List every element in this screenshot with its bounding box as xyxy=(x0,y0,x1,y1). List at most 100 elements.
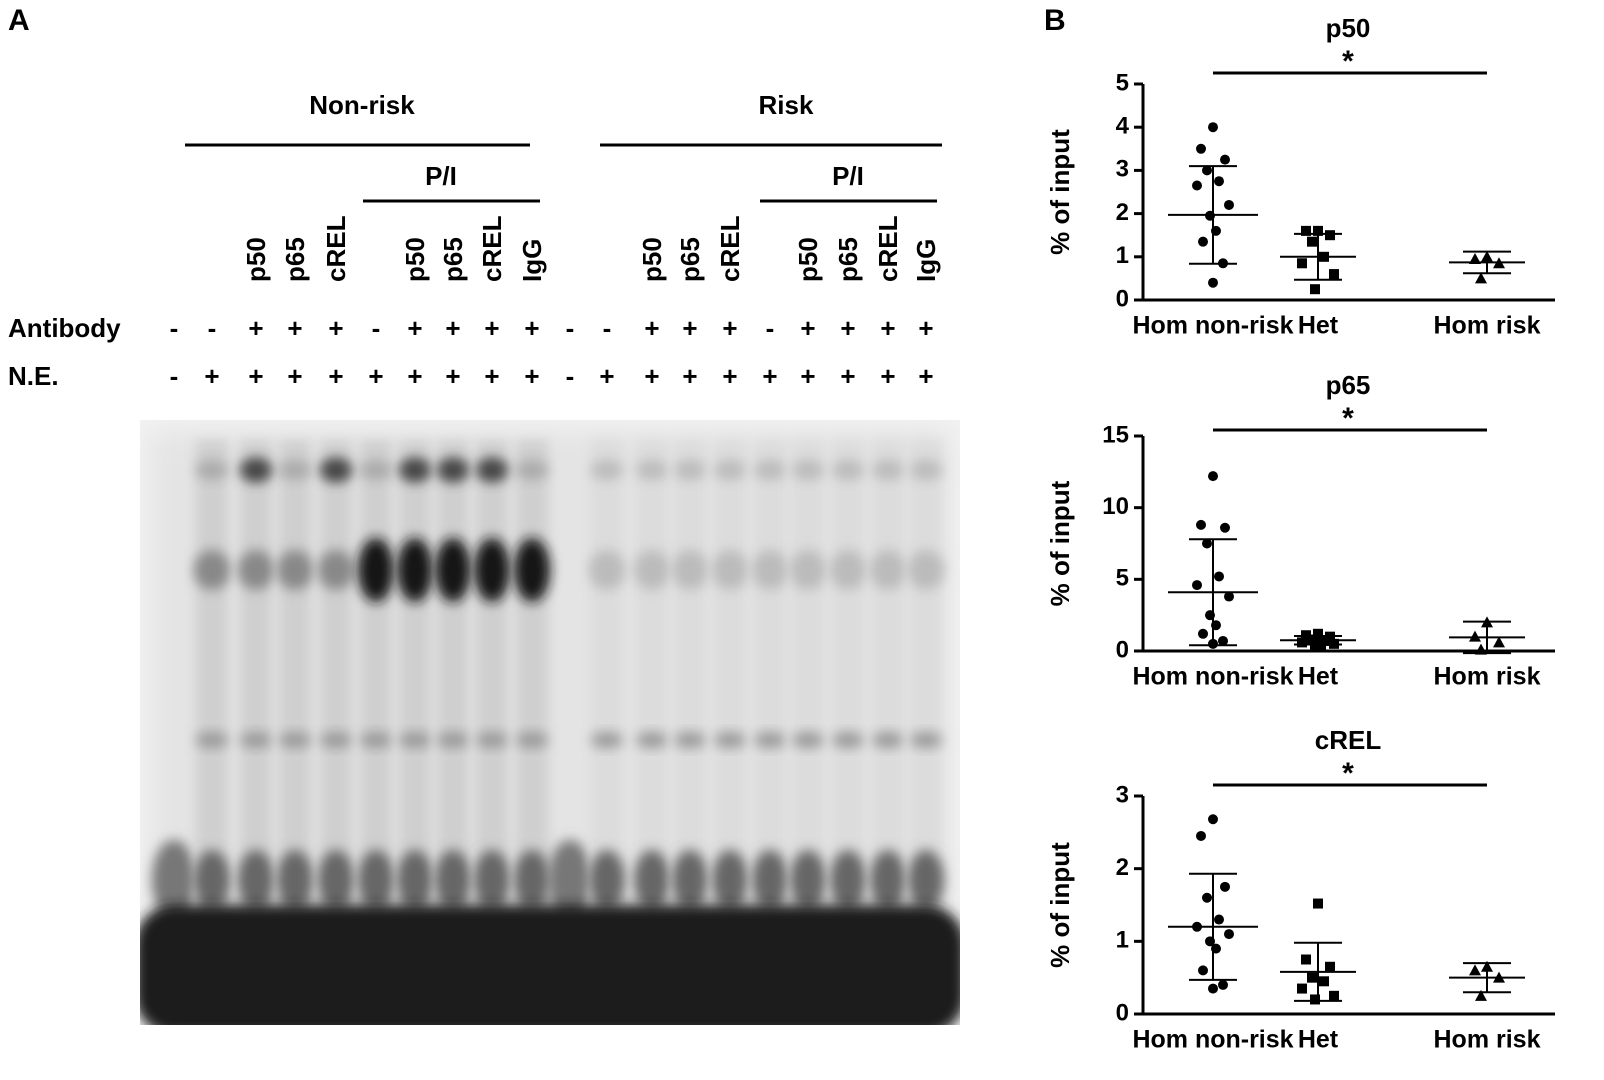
data-point xyxy=(1214,176,1224,187)
gel-band xyxy=(196,460,228,480)
data-point xyxy=(1301,225,1311,236)
y-tick-label: 1 xyxy=(1116,242,1129,269)
data-point xyxy=(1313,898,1323,909)
gel-band xyxy=(241,458,271,482)
gel-band xyxy=(516,460,548,480)
row-mark: + xyxy=(407,313,422,343)
y-tick-label: 4 xyxy=(1116,113,1130,140)
row-mark: + xyxy=(484,361,499,391)
data-point xyxy=(1301,954,1311,965)
x-tick-label: Het xyxy=(1298,663,1339,691)
x-tick-label: Hom risk xyxy=(1434,1026,1541,1054)
gel-band xyxy=(870,850,906,910)
lane-label: p65 xyxy=(280,237,310,282)
error-bar xyxy=(1294,941,1342,1002)
y-tick-label: 15 xyxy=(1102,421,1129,448)
error-bar xyxy=(1189,165,1237,265)
panel-label: A xyxy=(8,4,30,37)
gel-band xyxy=(437,732,469,748)
gel-band xyxy=(672,550,708,590)
row-mark: + xyxy=(407,361,422,391)
data-point xyxy=(1214,914,1224,925)
gel-band xyxy=(754,732,786,748)
data-point xyxy=(1202,892,1212,903)
data-point xyxy=(1192,580,1202,591)
data-point xyxy=(1208,814,1218,825)
row-mark: - xyxy=(766,313,775,343)
data-point xyxy=(1310,284,1320,295)
data-point xyxy=(1202,165,1212,176)
annotation: * xyxy=(1342,45,1354,78)
gel-band xyxy=(321,458,351,482)
data-point xyxy=(1218,635,1228,646)
lane-label: p50 xyxy=(400,237,430,282)
gel-band xyxy=(240,732,272,748)
error-bar xyxy=(1463,962,1511,994)
gel-band xyxy=(320,732,352,748)
data-point xyxy=(1198,965,1208,976)
row-mark: - xyxy=(566,361,575,391)
gel-band xyxy=(476,732,508,748)
gel-band xyxy=(277,850,313,910)
gel-band xyxy=(548,840,592,920)
gel-band xyxy=(194,550,230,590)
gel-band xyxy=(830,850,866,910)
gel-band xyxy=(279,460,311,480)
y-axis-label: % of input xyxy=(1045,129,1075,255)
gel-band xyxy=(910,732,942,748)
row-mark: + xyxy=(800,361,815,391)
gel-band xyxy=(474,538,510,602)
lane-label: cREL xyxy=(873,215,903,282)
y-axis-label: % of input xyxy=(1045,480,1075,606)
gel-band xyxy=(399,732,431,748)
row-mark: - xyxy=(566,313,575,343)
lane-label: p50 xyxy=(637,237,667,282)
gel-band xyxy=(712,850,748,910)
data-point xyxy=(1192,180,1202,191)
gel-band xyxy=(636,732,668,748)
lane-label: p50 xyxy=(241,237,271,282)
gel-band xyxy=(634,850,670,910)
y-tick-label: 5 xyxy=(1116,69,1129,96)
lane-label: p50 xyxy=(793,237,823,282)
gel-band xyxy=(277,550,313,590)
data-point xyxy=(1220,154,1230,165)
gel-band xyxy=(474,850,510,910)
group-label: Non-risk xyxy=(309,90,415,120)
data-point xyxy=(1310,994,1320,1005)
gel-band xyxy=(238,850,274,910)
x-tick-label: Hom non-risk xyxy=(1132,1026,1293,1054)
data-point xyxy=(1208,983,1218,994)
x-tick-label: Hom risk xyxy=(1434,663,1541,691)
gel-band xyxy=(238,550,274,590)
stim-label: P/I xyxy=(832,161,864,191)
row-label: N.E. xyxy=(8,361,59,391)
row-mark: + xyxy=(840,313,855,343)
y-axis-label: % of input xyxy=(1045,842,1075,968)
data-point xyxy=(1208,471,1218,482)
y-tick-label: 5 xyxy=(1116,565,1129,592)
gel-band xyxy=(634,550,670,590)
gel-band xyxy=(435,538,471,602)
error-bar xyxy=(1189,872,1237,981)
data-point xyxy=(1475,989,1487,1001)
data-point xyxy=(1220,522,1230,533)
y-tick-label: 1 xyxy=(1116,927,1129,954)
data-point xyxy=(1325,961,1335,972)
gel-band xyxy=(360,732,392,748)
gel-band xyxy=(318,550,354,590)
row-mark: + xyxy=(800,313,815,343)
gel-band xyxy=(400,458,430,482)
lane-label: p65 xyxy=(675,237,705,282)
data-point xyxy=(1329,990,1339,1001)
gel-band xyxy=(832,460,864,480)
row-mark: + xyxy=(682,313,697,343)
row-mark: + xyxy=(599,361,614,391)
annotation: * xyxy=(1342,757,1354,790)
gel-band xyxy=(908,550,944,590)
gel-band xyxy=(318,850,354,910)
gel-band xyxy=(358,850,394,910)
y-tick-label: 0 xyxy=(1116,636,1129,663)
x-tick-label: Hom risk xyxy=(1434,312,1541,340)
data-point xyxy=(1297,983,1307,994)
